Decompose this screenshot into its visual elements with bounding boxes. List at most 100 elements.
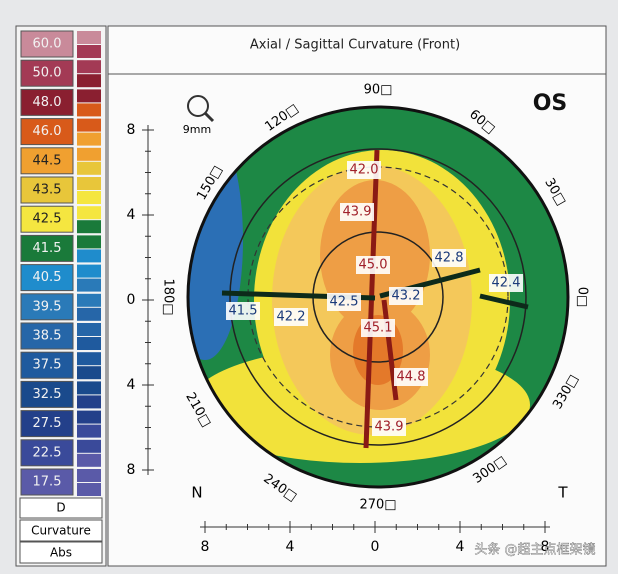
reading: 44.8 [397, 370, 426, 385]
scale-swatch [20, 293, 74, 321]
x-tick-label: 8 [201, 539, 210, 555]
zoom-icon [187, 95, 209, 117]
scale-bar [77, 381, 101, 395]
x-tick-label: 8 [541, 539, 550, 555]
scale-swatch [20, 410, 74, 438]
scale-swatch [20, 439, 74, 467]
scale-bar [77, 453, 101, 467]
ring [229, 148, 527, 446]
readings: 42.0 43.9 45.0 45.1 44.8 43.9 41.5 42.2 42.5 43.2… [226, 161, 523, 436]
scale-bar [77, 74, 101, 88]
scale-bar [77, 45, 101, 58]
scale-swatch [20, 118, 74, 146]
unit-box [19, 497, 103, 519]
scale-swatch [20, 176, 74, 204]
scale-label: 48.0 [33, 95, 62, 110]
scale-bar [77, 469, 101, 482]
scale-label: 27.5 [33, 416, 62, 431]
scale-bar [77, 103, 101, 117]
scale-swatch [20, 88, 74, 116]
scale-bar [77, 439, 101, 453]
scale-bar [77, 293, 101, 307]
scale-label: 40.5 [33, 270, 62, 285]
scale-swatch [20, 30, 74, 58]
scale-bar [77, 249, 101, 263]
scale-bar [77, 337, 101, 350]
watermark: 头条 @超主点框架镜 [474, 542, 595, 558]
scale-swatch [20, 59, 74, 87]
zoom-label: 9mm [183, 123, 211, 136]
reading-box [347, 161, 381, 179]
scale-bar [77, 31, 101, 44]
reading: 41.5 [229, 304, 258, 319]
reading-box [327, 293, 361, 311]
reading-box [361, 319, 395, 337]
y-tick-label: 4 [127, 377, 136, 393]
scale-bar [77, 147, 101, 161]
scale-swatch [20, 380, 74, 408]
reading-box [389, 287, 423, 305]
reading: 42.5 [330, 295, 359, 310]
reading-box [356, 256, 390, 274]
scale-bar [77, 395, 101, 409]
type-box [19, 519, 103, 542]
angle-label: 90□ [364, 83, 393, 98]
x-tick-label: 0 [371, 539, 380, 555]
scale-bar [77, 424, 101, 438]
reading: 42.0 [350, 163, 379, 178]
scale-bar [77, 89, 101, 103]
map-title: Axial / Sagittal Curvature (Front) [250, 38, 460, 53]
scale-bar [77, 206, 101, 220]
scale-label: 38.5 [33, 329, 62, 344]
reading-box [489, 274, 523, 292]
reading: 45.1 [364, 321, 393, 336]
scale-swatch [20, 468, 74, 496]
scale-swatch [20, 234, 74, 262]
scale-swatch [20, 147, 74, 175]
scale-label: 50.0 [33, 66, 62, 81]
scale-label: 39.5 [33, 299, 62, 314]
reading: 43.9 [375, 420, 404, 435]
zoom-icon-handle [203, 111, 215, 123]
y-tick-label: 0 [127, 292, 136, 308]
scale-bar [77, 235, 101, 249]
scale-bar [77, 60, 101, 74]
reading: 43.2 [392, 289, 421, 304]
x-tick-label: 4 [286, 539, 295, 555]
reading-box [340, 203, 374, 221]
reading-box [372, 418, 406, 436]
mode-box [19, 541, 103, 564]
reading-box [432, 249, 466, 267]
scale-bar [77, 278, 101, 292]
map-type: Curvature [31, 524, 91, 538]
reading-box [226, 302, 260, 320]
scale-bar [77, 410, 101, 424]
scale-bar [77, 483, 101, 496]
scale-bar [77, 132, 101, 146]
color-scale: 60.0 50.0 48.0 46.0 44.5 43.5 42.5 41.5 40.5 39.5… [20, 30, 101, 496]
nasal-label: N [191, 484, 202, 502]
y-tick-label: 4 [127, 207, 136, 223]
reading: 45.0 [359, 258, 388, 273]
scale-swatch [20, 351, 74, 379]
scale-label: 43.5 [33, 183, 62, 198]
scale-bar [77, 118, 101, 132]
scale-bar [77, 191, 101, 204]
scale-label: 44.5 [33, 153, 62, 168]
scale-bar [77, 177, 101, 190]
outer-ring [186, 105, 570, 489]
scale-swatch [20, 205, 74, 233]
map-mode: Abs [50, 546, 72, 560]
scale-bar [77, 352, 101, 366]
flat-meridian [479, 293, 529, 310]
scale-label: 60.0 [33, 37, 62, 52]
axes: 8 4 0 4 8 8 4 0 4 8 [127, 122, 550, 555]
angle-label: 180□ [161, 278, 176, 315]
x-tick-label: 4 [456, 539, 465, 555]
angle-label: 0□ [575, 287, 590, 308]
eye-label: OS [533, 91, 568, 116]
scale-label: 37.5 [33, 358, 62, 373]
reading-box [274, 308, 308, 326]
reading-box [394, 368, 428, 386]
